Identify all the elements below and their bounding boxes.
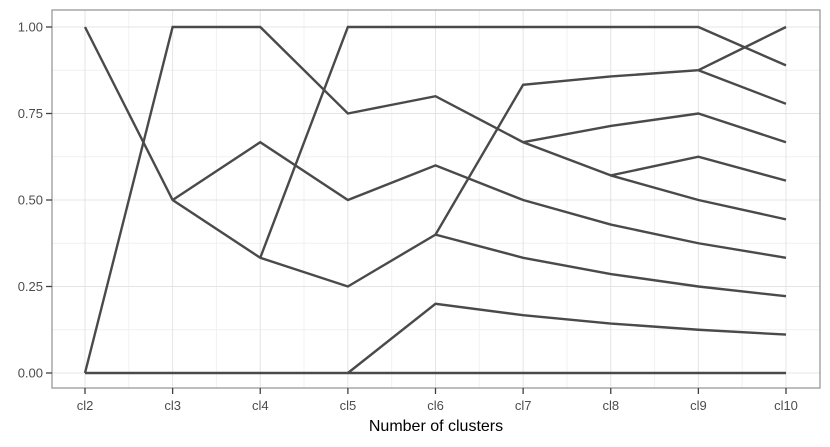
series-line-6 <box>435 233 787 298</box>
series-line-8 <box>610 174 787 221</box>
x-tick-label: cl6 <box>427 398 444 413</box>
x-tick-label: cl5 <box>340 398 357 413</box>
series-line-2 <box>83 25 787 374</box>
x-tick-label: cl10 <box>774 398 798 413</box>
x-axis-title: Number of clusters <box>369 418 503 435</box>
series-line-7 <box>522 112 787 144</box>
series-line-5 <box>347 302 787 374</box>
series-line-9 <box>697 69 787 105</box>
axis-tick-labels: cl2 cl3 cl4 cl5 cl6 cl7 cl8 cl9 cl10 0.00 0.25 0.50… <box>18 20 798 414</box>
y-tick-label: 1.00 <box>18 20 43 35</box>
x-tick-label: cl2 <box>77 398 94 413</box>
x-tick-label: cl4 <box>252 398 269 413</box>
x-tick-label: cl3 <box>164 398 181 413</box>
series-line-4 <box>259 25 787 259</box>
x-tick-label: cl9 <box>690 398 707 413</box>
y-tick-label: 0.00 <box>18 366 43 381</box>
axis-tick-marks <box>46 26 787 394</box>
x-tick-label: cl8 <box>602 398 619 413</box>
y-tick-label: 0.50 <box>18 193 43 208</box>
y-tick-label: 0.25 <box>18 279 43 294</box>
y-tick-label: 0.75 <box>18 106 43 121</box>
x-tick-label: cl7 <box>515 398 532 413</box>
series-lines <box>83 25 787 375</box>
series-line-3 <box>171 140 787 259</box>
